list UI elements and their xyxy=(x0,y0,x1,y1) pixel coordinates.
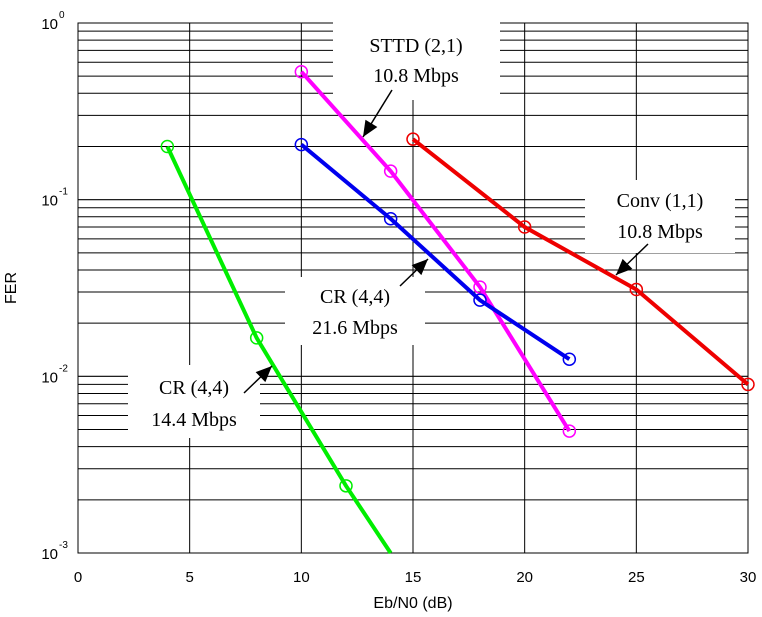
series-line xyxy=(299,70,572,433)
series-line xyxy=(165,145,393,555)
y-tick-label: 10 xyxy=(41,369,58,386)
y-tick-exponent: 0 xyxy=(59,10,65,21)
data-point xyxy=(294,137,309,152)
annotation-box xyxy=(585,180,735,253)
y-tick-exponent: -2 xyxy=(59,363,68,374)
data-point xyxy=(249,331,264,345)
data-point xyxy=(473,280,487,294)
x-tick-label: 5 xyxy=(185,569,193,586)
data-point xyxy=(562,352,577,366)
annotation-label: CR (4,4) xyxy=(159,377,229,399)
annotations-layer: STTD (2,1) 10.8 Mbps Conv (1,1) 10.8 Mbps CR… xyxy=(128,22,735,438)
y-tick-exponent: -1 xyxy=(59,187,68,198)
annotation-arrow-head xyxy=(411,259,428,276)
annotation-rate: 10.8 Mbps xyxy=(617,221,703,243)
x-tick-label: 20 xyxy=(516,569,533,586)
annotation-arrow-head xyxy=(255,366,272,383)
data-point xyxy=(562,424,577,438)
series-line xyxy=(411,137,750,386)
annotation-label: CR (4,4) xyxy=(320,286,390,308)
annotation-arrow-head xyxy=(363,119,378,137)
annotation-box xyxy=(333,22,500,100)
y-axis-label: FER xyxy=(3,272,20,304)
y-tick-exponent: -3 xyxy=(59,540,68,551)
annotation-rate: 21.6 Mbps xyxy=(312,317,398,339)
data-point xyxy=(473,293,487,307)
data-point xyxy=(160,139,175,154)
data-point xyxy=(383,211,398,226)
annotation-box xyxy=(128,365,260,438)
x-axis-label: Eb/N0 (dB) xyxy=(373,595,452,612)
x-tick-label: 0 xyxy=(74,569,82,586)
series-layer xyxy=(160,64,755,555)
annotation-arrow-head xyxy=(616,258,633,275)
data-point xyxy=(383,164,398,178)
data-point xyxy=(629,282,644,297)
y-tick-label: 10 xyxy=(41,193,58,210)
data-point xyxy=(517,220,532,234)
x-tick-label: 30 xyxy=(740,569,757,586)
series-line xyxy=(300,143,571,361)
x-tick-label: 10 xyxy=(293,569,310,586)
annotation-rate: 14.4 Mbps xyxy=(151,409,237,431)
annotation-box xyxy=(285,277,425,345)
y-tick-label: 10 xyxy=(41,16,58,33)
data-point xyxy=(406,132,420,146)
data-point xyxy=(741,377,755,392)
data-point xyxy=(294,64,309,79)
y-tick-label: 10 xyxy=(41,546,58,563)
annotation-label: Conv (1,1) xyxy=(617,190,704,212)
x-tick-label: 15 xyxy=(405,569,422,586)
data-point xyxy=(339,479,353,493)
annotation-rate: 10.8 Mbps xyxy=(373,65,459,87)
x-tick-label: 25 xyxy=(628,569,645,586)
annotation-label: STTD (2,1) xyxy=(369,35,462,57)
